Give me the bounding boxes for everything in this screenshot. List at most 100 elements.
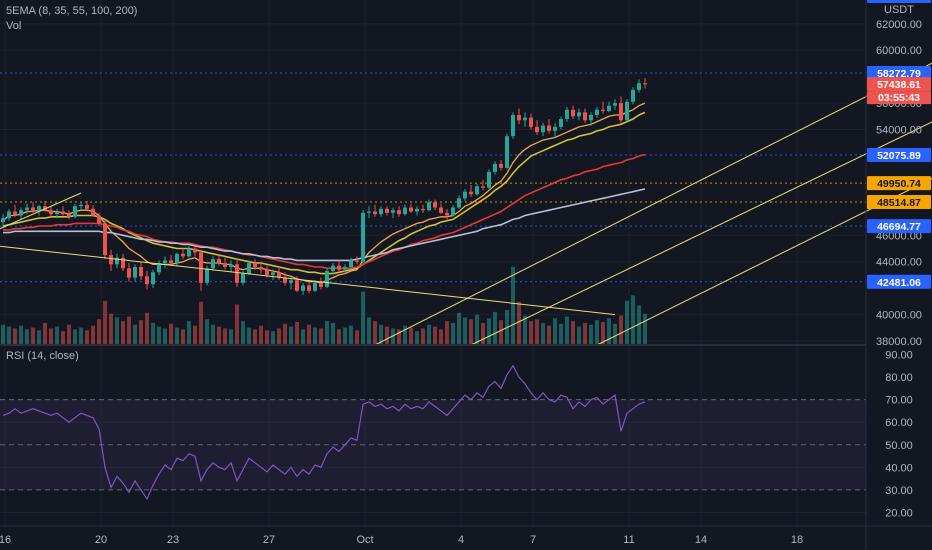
candle-body: [283, 277, 287, 283]
candle-body: [547, 125, 551, 131]
candle-body: [607, 105, 611, 112]
candle-body: [577, 112, 581, 117]
price-tick-label: 38000.00: [876, 336, 922, 348]
volume-bar: [523, 315, 527, 345]
candle-body: [421, 208, 425, 211]
volume-bar: [421, 328, 425, 345]
candle-body: [445, 212, 449, 216]
candle-body: [127, 268, 131, 278]
candle-body: [457, 198, 461, 208]
volume-bar: [349, 325, 353, 345]
price-tick-label: 44000.00: [876, 257, 922, 269]
rsi-tick-label: 70.00: [885, 395, 913, 407]
candle-body: [427, 202, 431, 211]
candle-body: [379, 208, 383, 215]
candle-body: [241, 273, 245, 283]
volume-bar: [439, 329, 443, 345]
rsi-tick-label: 80.00: [885, 372, 913, 384]
volume-bar: [529, 321, 533, 345]
rsi-tick-label: 40.00: [885, 462, 913, 474]
volume-bar: [61, 331, 65, 345]
price-axis-unit: USDT: [884, 4, 914, 16]
volume-bar: [19, 325, 23, 345]
ema-lines: [2, 102, 646, 284]
time-tick-label: 4: [458, 534, 464, 546]
volume-bar: [625, 300, 629, 345]
rsi-tick-label: 20.00: [885, 507, 913, 519]
candle-body: [271, 272, 275, 275]
rsi-axis[interactable]: 90.00 80.00 70.00 60.00 50.00 40.00 30.00 20.00: [885, 350, 913, 520]
volume-bar: [415, 331, 419, 345]
price-tick-label: 62000.00: [876, 19, 922, 31]
volume-bar: [553, 318, 557, 345]
volume-bar: [277, 328, 281, 345]
candle-body: [613, 103, 617, 106]
rsi-legend[interactable]: RSI (14, close): [6, 350, 79, 362]
volume-bar: [259, 325, 263, 345]
price-tag: [867, 195, 931, 210]
candle-body: [355, 260, 359, 262]
volume-bar: [535, 319, 539, 345]
candle-body: [277, 272, 281, 278]
time-axis[interactable]: 16 20 23 27 Oct 4 7 11 14 18: [0, 534, 803, 546]
candle-body: [463, 191, 467, 199]
price-tag-label: 46694.77: [877, 221, 921, 233]
candle-body: [529, 117, 533, 127]
candle-body: [139, 267, 143, 277]
volume-bar: [451, 322, 455, 345]
price-tag: [867, 176, 931, 191]
volume-bar: [283, 323, 287, 345]
candle-body: [85, 204, 89, 209]
candle-body: [157, 263, 161, 273]
candle-body: [313, 282, 317, 291]
volume-bar: [85, 330, 89, 345]
candles: [1, 77, 647, 295]
volume-bar: [559, 323, 563, 345]
volume-bar: [157, 326, 161, 345]
candle-body: [37, 206, 41, 212]
time-tick-label: 20: [95, 534, 107, 546]
volume-bar: [37, 330, 41, 345]
candle-body: [19, 210, 23, 216]
volume-bar: [601, 322, 605, 345]
candle-body: [79, 204, 83, 207]
volume-bar: [169, 323, 173, 345]
price-tick-label: 46000.00: [876, 230, 922, 242]
candle-body: [487, 171, 491, 188]
volume-bar: [631, 295, 635, 345]
candle-body: [637, 83, 641, 90]
volume-bar: [325, 321, 329, 345]
candle-body: [295, 280, 299, 291]
volume-bar: [379, 324, 383, 345]
candle-body: [361, 212, 365, 262]
volume-bar: [187, 321, 191, 345]
candle-body: [619, 103, 623, 121]
candle-body: [199, 252, 203, 283]
volume-bar: [217, 326, 221, 345]
volume-bar: [409, 327, 413, 345]
trendline: [0, 192, 82, 230]
candle-body: [259, 267, 263, 270]
volume-bar: [235, 304, 239, 345]
volume-bar: [589, 324, 593, 345]
volume-legend[interactable]: Vol: [6, 20, 22, 32]
candle-body: [151, 272, 155, 285]
candle-body: [505, 136, 509, 168]
candle-body: [433, 202, 437, 208]
volume-bar: [145, 312, 149, 345]
price-tag-label: 03:55:43: [878, 92, 920, 104]
candle-body: [391, 210, 395, 213]
volume-bar: [67, 324, 71, 345]
ema-legend[interactable]: 5EMA (8, 35, 55, 100, 200): [6, 5, 138, 17]
price-tick-label: 60000.00: [876, 45, 922, 57]
candle-body: [337, 265, 341, 270]
candle-body: [481, 186, 485, 188]
candle-body: [373, 211, 377, 215]
rsi-tick-label: 30.00: [885, 485, 913, 497]
candle-body: [7, 211, 11, 219]
candle-body: [247, 263, 251, 274]
candle-body: [253, 263, 257, 268]
